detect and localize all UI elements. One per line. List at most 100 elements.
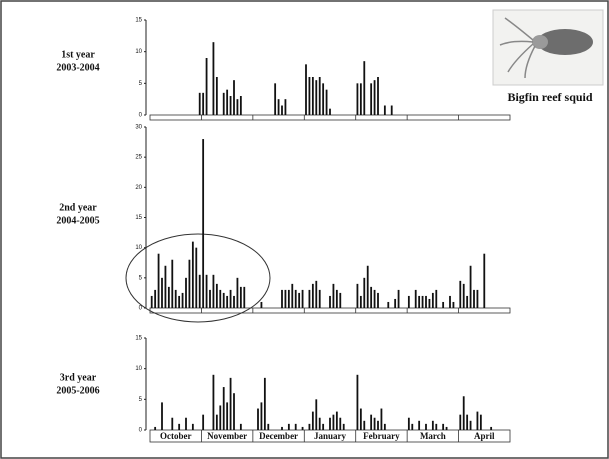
bar [267,423,270,430]
bar [359,83,362,115]
bar [226,295,229,308]
bar [188,259,191,308]
y-tick-label: 30 [135,125,142,131]
bar [452,301,455,308]
bar [243,286,246,308]
y-tick-label: 0 [139,306,143,312]
bar [205,274,208,308]
bar [363,277,366,308]
x-tick-label: December [259,431,298,441]
bar [466,414,469,430]
bar [212,274,215,308]
bar [277,99,280,115]
bar [263,377,266,430]
bar [294,289,297,308]
bar [171,259,174,308]
bar [239,423,242,430]
bar [425,423,427,430]
bar [339,292,342,308]
bar [356,83,359,115]
bar [469,265,472,308]
bar [383,423,386,430]
bar [260,402,263,430]
bar [407,295,410,308]
bar [215,414,218,430]
bar [335,289,338,308]
y-tick-label: 15 [135,215,142,221]
bar [212,42,215,115]
x-tick-label: November [207,431,247,441]
bar [178,423,181,430]
bar [167,286,170,308]
bar [205,58,208,115]
bar [479,414,482,430]
bar [377,292,379,308]
bar [363,61,366,115]
bar [442,423,445,430]
bar [373,289,376,308]
panel-sublabel: 2003-2004 [56,62,99,73]
bar [325,89,328,115]
panel-sublabel: 2005-2006 [56,385,99,396]
bar [239,286,242,308]
squid-image [492,9,604,86]
bar [466,295,469,308]
bar [445,426,448,430]
bar [222,387,225,430]
bar [311,411,314,430]
bar [236,99,239,115]
bar [387,301,390,308]
panel-label: 1st year [61,49,95,60]
bar [431,420,434,430]
bar [198,92,201,115]
bar [459,414,462,430]
bar [435,289,438,308]
x-tick-label: April [474,431,495,441]
panel-label: 2nd year [59,202,97,213]
bar [356,374,359,430]
bar [215,283,218,308]
bar [301,426,304,430]
bar [397,289,400,308]
image-caption: Bigfin reef squid [507,90,592,104]
bar [462,396,465,430]
bar [191,241,194,308]
bar [161,402,163,430]
bar [281,426,283,430]
bar [284,99,287,115]
y-tick-label: 10 [135,245,142,251]
bar [222,92,225,115]
bar [476,289,479,308]
bar [191,423,194,430]
bar [322,423,325,430]
bar [431,292,434,308]
bar [377,420,379,430]
bar [469,420,472,430]
bar [202,92,205,115]
bar [291,283,294,308]
bar [301,289,304,308]
bar [298,292,301,308]
bar [219,289,222,308]
bar [435,423,438,430]
y-tick-label: 0 [139,113,143,119]
bar [363,420,366,430]
bar [154,289,157,308]
bar [185,417,187,430]
bar [370,83,373,115]
y-tick-label: 25 [135,155,142,161]
bar [473,289,475,308]
bar [281,289,283,308]
panel-sublabel: 2004-2005 [56,215,99,226]
y-tick-label: 5 [139,397,143,403]
bar [222,292,225,308]
bar [407,417,410,430]
bar [287,289,290,308]
bar [318,289,321,308]
bar [239,96,242,115]
bar [284,289,287,308]
bar [161,277,163,308]
bar [442,301,445,308]
